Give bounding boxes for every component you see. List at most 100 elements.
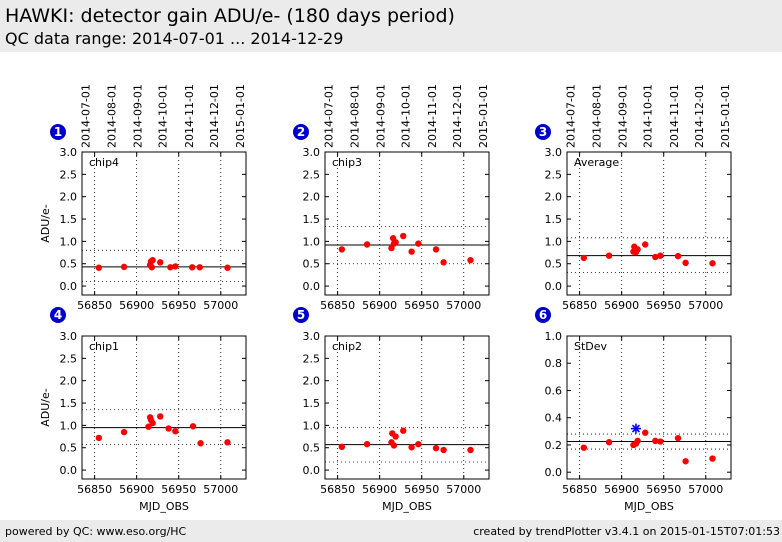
- data-point: [95, 264, 103, 271]
- y-tick-label: 1.0: [60, 235, 78, 248]
- data-point: [580, 254, 588, 262]
- panel-number: 1: [54, 125, 62, 139]
- panel-frame: [81, 151, 247, 296]
- footer-bar: powered by QC: www.eso.org/HC created by…: [0, 520, 782, 542]
- y-tick-label: 3.0: [303, 146, 321, 159]
- y-tick-label: 3.0: [60, 146, 78, 159]
- data-point: [167, 264, 174, 271]
- data-point: [709, 260, 716, 267]
- date-tick-label: 2014-09-01: [132, 84, 145, 148]
- date-tick-label: 2014-08-01: [348, 84, 361, 148]
- y-tick-label: 0.0: [303, 464, 321, 477]
- panel-label: chip2: [332, 340, 362, 353]
- footer-created-by: created by trendPlotter v3.4.1 on 2015-0…: [473, 525, 780, 538]
- x-tick-label: 57000: [446, 483, 481, 496]
- data-point: [172, 263, 179, 270]
- data-point: [363, 440, 371, 448]
- x-tick-label: 56950: [161, 483, 196, 496]
- date-tick-label: 2015-01-01: [719, 84, 732, 148]
- data-point: [682, 458, 689, 465]
- date-tick-label: 2014-10-01: [400, 84, 413, 148]
- data-point: [674, 252, 682, 260]
- panel-frame: [566, 151, 732, 296]
- panel-number-badge: [50, 124, 66, 140]
- y-tick-label: 1.5: [60, 397, 78, 410]
- panel-number-badge: [535, 124, 551, 140]
- y-tick-label: 2.0: [545, 191, 563, 204]
- data-point: [657, 438, 664, 445]
- y-axis-label: ADU/e-: [39, 388, 52, 427]
- y-tick-label: 2.5: [303, 352, 321, 365]
- data-point: [642, 429, 649, 436]
- y-tick-label: 0.4: [545, 412, 563, 425]
- x-tick-label: 56850: [77, 483, 112, 496]
- data-points: [580, 241, 716, 267]
- data-points: [338, 232, 474, 266]
- panel-number-badge: [535, 307, 551, 323]
- y-tick-label: 2.5: [545, 168, 563, 181]
- y-tick-label: 0.5: [60, 258, 78, 271]
- panel-number: 3: [539, 125, 547, 139]
- date-tick-label: 2014-08-01: [590, 84, 603, 148]
- y-axis-label: ADU/e-: [39, 204, 52, 243]
- page-title: HAWKI: detector gain ADU/e- (180 days pe…: [5, 5, 455, 27]
- y-tick-label: 0.2: [545, 439, 563, 452]
- y-tick-label: 1.0: [545, 235, 563, 248]
- y-tick-label: 0.5: [303, 442, 321, 455]
- data-point: [224, 264, 231, 271]
- data-point: [652, 437, 659, 445]
- x-tick-label: 57000: [203, 483, 238, 496]
- panel-number: 4: [54, 308, 62, 322]
- header-bar: HAWKI: detector gain ADU/e- (180 days pe…: [0, 0, 782, 52]
- panel-frame: [324, 151, 490, 296]
- x-tick-label: 57000: [446, 299, 481, 312]
- data-point: [408, 444, 415, 451]
- y-tick-label: 0.0: [60, 280, 78, 293]
- panel-label: chip1: [89, 340, 119, 353]
- x-axis-label: MJD_OBS: [139, 500, 189, 513]
- data-point: [432, 444, 440, 452]
- data-point: [634, 246, 641, 253]
- data-point: [605, 252, 613, 259]
- data-point: [634, 437, 641, 445]
- y-tick-label: 0.0: [60, 464, 78, 477]
- x-tick-label: 56900: [604, 299, 639, 312]
- x-axis-label: MJD_OBS: [624, 500, 674, 513]
- date-tick-label: 2014-12-01: [693, 84, 706, 148]
- panel-5: 0.0 0.5 1.0 1.5 2.0 2.5 3.0 56850 56900 56950 5700…: [293, 307, 490, 513]
- y-tick-label: 0.0: [545, 466, 563, 479]
- data-point: [338, 443, 346, 451]
- date-tick-label: 2014-07-01: [79, 84, 92, 148]
- panel-6: 0.0 0.2 0.4 0.6 0.8 1.0 56850 56900 56950 57000 6 S…: [535, 307, 732, 513]
- panel-label: chip3: [332, 156, 362, 169]
- date-tick-label: 2014-10-01: [642, 84, 655, 148]
- x-tick-label: 56950: [161, 299, 196, 312]
- data-point: [172, 427, 179, 435]
- panel-4: 0.0 0.5 1.0 1.5 2.0 2.5 3.0 56850 56900 56950 5700…: [39, 307, 247, 513]
- panel-number: 2: [297, 125, 305, 139]
- footer-powered-by: powered by QC: www.eso.org/HC: [5, 525, 187, 538]
- x-tick-label: 56950: [404, 483, 439, 496]
- data-point: [682, 259, 689, 267]
- panel-3: 0.0 0.5 1.0 1.5 2.0 2.5 3.0 56850 56900 56950 5700…: [535, 84, 732, 312]
- data-point: [95, 434, 103, 442]
- panel-number: 5: [297, 308, 305, 322]
- y-tick-label: 1.5: [303, 213, 321, 226]
- data-points: [580, 423, 716, 465]
- data-point: [363, 241, 371, 248]
- data-point: [120, 428, 128, 436]
- y-tick-label: 3.0: [545, 146, 563, 159]
- data-point: [392, 239, 399, 246]
- highlight-point: [630, 423, 641, 434]
- data-point: [149, 419, 156, 427]
- y-tick-label: 1.0: [303, 419, 321, 432]
- y-tick-label: 2.0: [303, 191, 321, 204]
- data-points: [338, 427, 474, 454]
- data-point: [642, 241, 649, 248]
- x-tick-label: 56900: [362, 483, 397, 496]
- date-tick-label: 2014-09-01: [375, 84, 388, 148]
- data-point: [392, 433, 399, 440]
- data-point: [145, 423, 152, 430]
- data-point: [188, 264, 196, 271]
- data-point: [157, 413, 164, 420]
